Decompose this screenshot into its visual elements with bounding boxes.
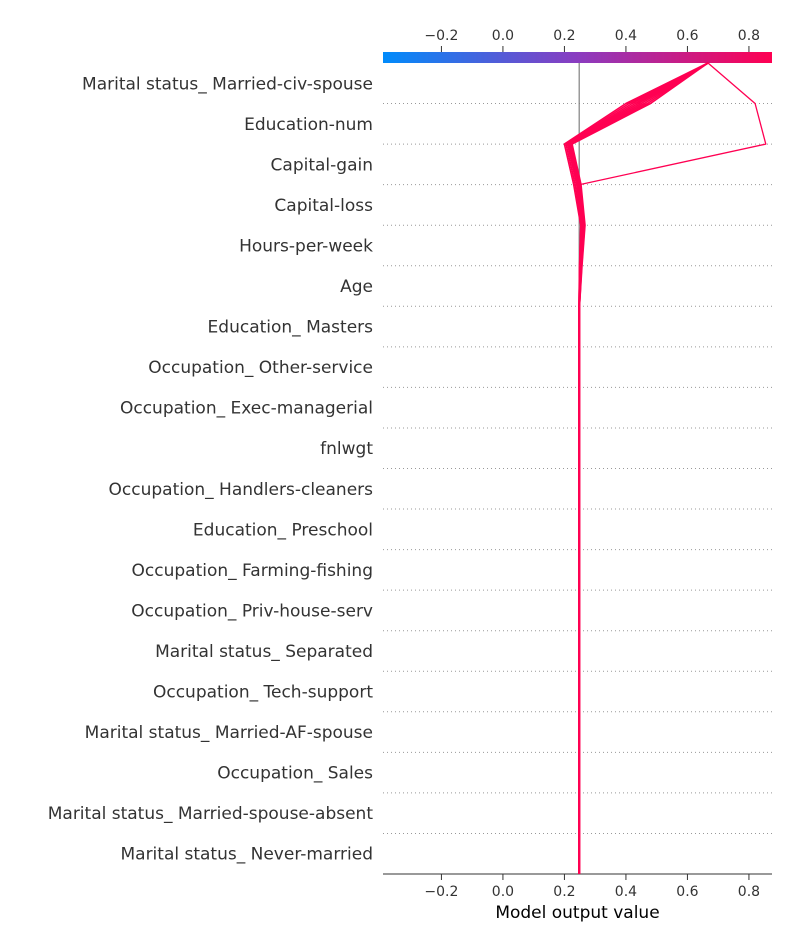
feature-label: Marital status_ Married-spouse-absent bbox=[48, 804, 374, 824]
feature-label: Occupation_ Other-service bbox=[148, 358, 373, 378]
top-tick-label: 0.4 bbox=[615, 28, 637, 44]
feature-label: Marital status_ Married-AF-spouse bbox=[85, 723, 373, 743]
feature-label: Age bbox=[340, 277, 373, 297]
colorbar bbox=[383, 52, 772, 63]
feature-label: Capital-gain bbox=[271, 155, 373, 175]
bottom-tick-label: −0.2 bbox=[424, 884, 458, 900]
bottom-tick-label: 0.8 bbox=[738, 884, 760, 900]
feature-label: Education-num bbox=[244, 115, 373, 135]
decision-line bbox=[578, 62, 767, 874]
x-axis-title: Model output value bbox=[495, 903, 659, 923]
top-tick-label: 0.0 bbox=[492, 28, 514, 44]
feature-label: Education_ Masters bbox=[208, 318, 374, 338]
bottom-axis: −0.2 0.0 0.2 0.4 0.6 0.8 bbox=[383, 873, 772, 900]
decision-line bbox=[563, 62, 709, 874]
feature-labels: Marital status_ Married-civ-spouse Educat… bbox=[48, 74, 374, 864]
feature-label: Occupation_ Farming-fishing bbox=[132, 561, 373, 581]
feature-label: Marital status_ Married-civ-spouse bbox=[82, 74, 373, 94]
feature-label: fnlwgt bbox=[320, 439, 373, 459]
decision-line bbox=[566, 62, 709, 874]
feature-label: Marital status_ Separated bbox=[155, 642, 373, 662]
bottom-tick-label: 0.2 bbox=[553, 884, 575, 900]
feature-label: Marital status_ Never-married bbox=[120, 845, 373, 865]
top-tick-label: 0.2 bbox=[553, 28, 575, 44]
feature-label: Occupation_ Tech-support bbox=[153, 683, 373, 703]
top-tick-label: 0.8 bbox=[738, 28, 760, 44]
feature-label: Occupation_ Sales bbox=[217, 764, 373, 784]
grid-lines bbox=[383, 103, 772, 834]
top-tick-label: −0.2 bbox=[424, 28, 458, 44]
feature-label: Hours-per-week bbox=[239, 236, 373, 256]
feature-label: Occupation_ Handlers-cleaners bbox=[109, 480, 374, 500]
feature-label: Capital-loss bbox=[274, 196, 373, 216]
bottom-tick-label: 0.0 bbox=[492, 884, 514, 900]
feature-label: Occupation_ Exec-managerial bbox=[120, 399, 373, 419]
top-tick-label: 0.6 bbox=[676, 28, 698, 44]
bottom-tick-label: 0.4 bbox=[615, 884, 637, 900]
decision-line bbox=[571, 62, 709, 874]
bottom-tick-label: 0.6 bbox=[676, 884, 698, 900]
top-axis: −0.2 0.0 0.2 0.4 0.6 0.8 bbox=[424, 28, 760, 52]
decision-lines bbox=[563, 62, 767, 874]
feature-label: Education_ Preschool bbox=[193, 520, 373, 540]
feature-label: Occupation_ Priv-house-serv bbox=[131, 601, 373, 621]
